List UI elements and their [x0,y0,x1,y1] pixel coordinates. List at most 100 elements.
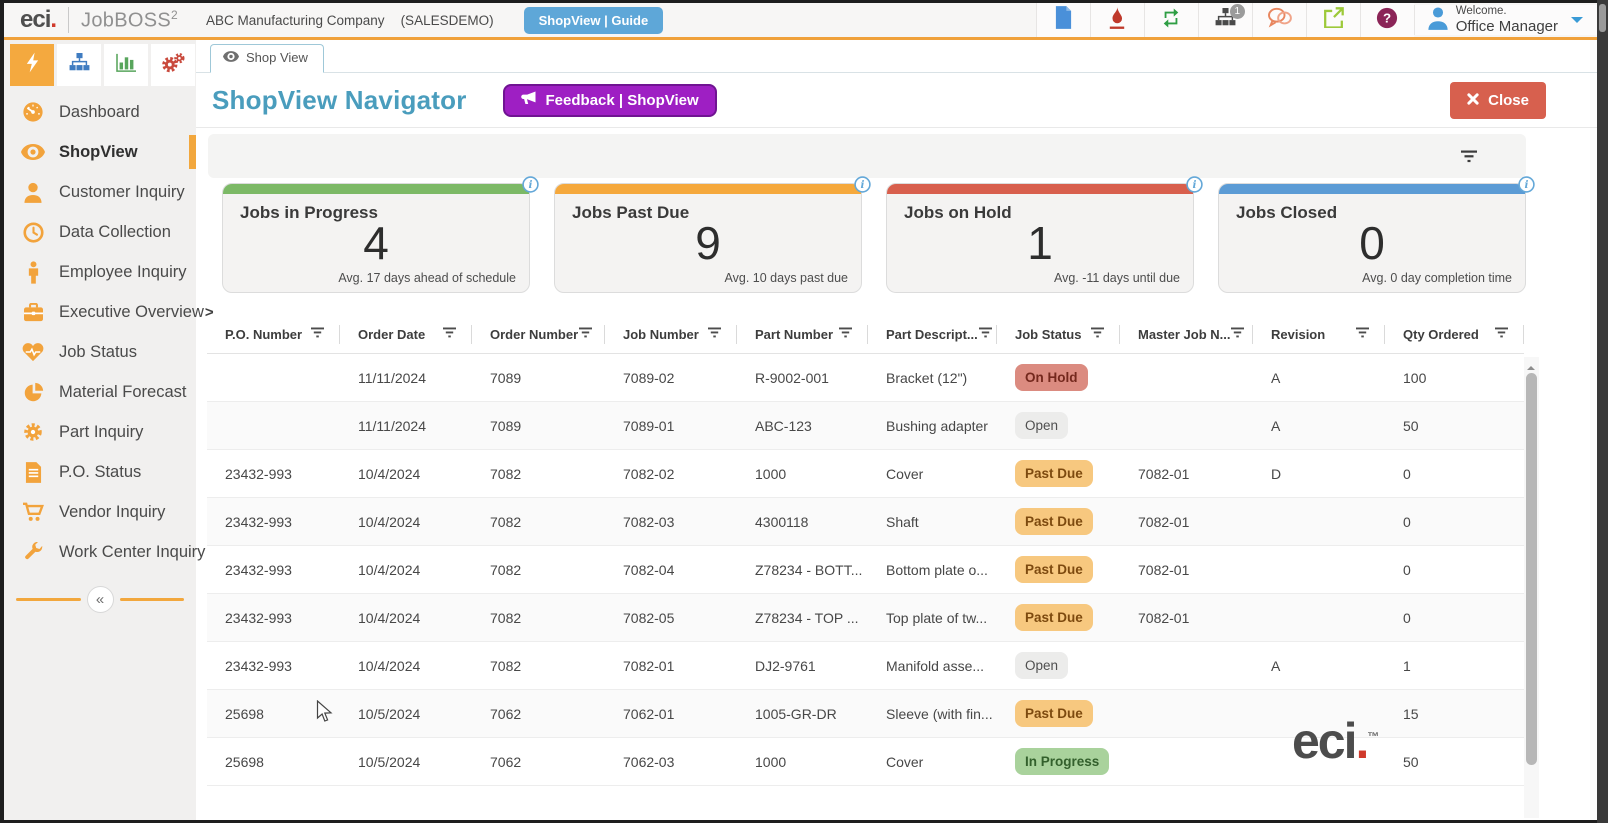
heart-pulse-icon [20,342,46,362]
topbar-button-chat[interactable] [1251,3,1306,37]
user-menu[interactable]: Welcome. Office Manager [1413,4,1597,36]
table-scrollbar-thumb[interactable] [1526,373,1537,765]
sidebar-item-material-forecast[interactable]: Material Forecast [4,372,196,412]
topbar-button-org-chart[interactable]: 1 [1197,3,1252,37]
sidebar-item-label: Data Collection [59,222,171,241]
table-row[interactable]: 25698 10/5/2024 7062 7062-01 1005-GR-DR Sleev… [207,690,1524,738]
table-row[interactable]: 23432-993 10/4/2024 7082 7082-03 4300118 Shaf… [207,498,1524,546]
cell-job-number: 7082-05 [623,609,675,626]
column-header-revision[interactable]: Revision [1253,316,1385,353]
cell-order-date: 10/5/2024 [358,753,421,770]
info-icon[interactable]: i [1518,176,1535,193]
tab-shop-view[interactable]: Shop View [210,44,324,73]
column-header-label: Order Date [358,327,426,342]
sidebar-tab-gears[interactable] [151,44,195,86]
sidebar-item-work-center-inquiry[interactable]: Work Center Inquiry [4,532,205,572]
cell-job-number: 7062-01 [623,705,675,722]
info-icon[interactable]: i [854,176,871,193]
table-row[interactable]: 23432-993 10/4/2024 7082 7082-05 Z78234 - TO… [207,594,1524,642]
sidebar-item-vendor-inquiry[interactable]: Vendor Inquiry [4,492,196,532]
window-frame-bottom [0,820,1608,823]
column-header-order-number[interactable]: Order Number [472,316,605,353]
cell-qty: 0 [1403,513,1411,530]
cell-part-number: Z78234 - BOTT... [755,561,863,578]
filter-icon[interactable] [1494,327,1509,342]
sidebar-item-job-status[interactable]: Job Status [4,332,196,372]
kpi-card-color-strip [223,184,529,194]
topbar-button-refresh[interactable] [1143,3,1198,37]
cell-part-number: 4300118 [755,513,809,530]
title-row: ShopView Navigator Feedback | ShopView C… [196,73,1597,127]
cell-status: Past Due [997,604,1120,631]
sidebar-item-label: Job Status [59,342,137,361]
topbar-button-external-link[interactable] [1305,3,1360,37]
user-name: Office Manager [1455,17,1558,35]
sidebar-tab-lightning[interactable] [10,44,54,86]
table-row[interactable]: 23432-993 10/4/2024 7082 7082-04 Z78234 - BO… [207,546,1524,594]
sidebar-item-part-inquiry[interactable]: Part Inquiry [4,412,196,452]
filter-icon[interactable] [838,327,853,342]
kpi-card-jobs-on-hold[interactable]: Jobs on Hold 1 Avg. -11 days until due i [886,176,1203,293]
column-header-master-job-n[interactable]: Master Job N... [1120,316,1253,353]
column-header-p-o-number[interactable]: P.O. Number [207,316,340,353]
close-button[interactable]: Close [1450,81,1546,119]
scroll-up-arrow-icon[interactable] [1527,362,1535,370]
sidebar-item-label: Vendor Inquiry [59,502,166,521]
header-divider [196,127,1597,128]
sidebar-item-dashboard[interactable]: Dashboard [4,92,196,132]
environment-label: (SALESDEMO) [400,12,494,28]
filter-icon[interactable] [578,327,593,342]
cell-job-number: 7089-01 [623,417,675,434]
sidebar-tab-org-chart[interactable] [57,44,101,86]
topbar-button-help[interactable]: ? [1359,3,1414,37]
info-icon[interactable]: i [1186,176,1203,193]
topbar-button-file[interactable] [1035,3,1090,37]
column-header-qty-ordered[interactable]: Qty Ordered [1385,316,1524,353]
cell-order-date: 10/4/2024 [358,465,421,482]
filter-icon[interactable] [442,327,457,342]
sidebar-item-customer-inquiry[interactable]: Customer Inquiry [4,172,196,212]
cell-part-number: 1000 [755,465,787,482]
kpi-card-jobs-closed[interactable]: Jobs Closed 0 Avg. 0 day completion time i [1218,176,1535,293]
cell-revision: A [1271,657,1281,674]
table-scrollbar[interactable] [1524,357,1539,818]
column-header-part-number[interactable]: Part Number [737,316,868,353]
table-row[interactable]: 23432-993 10/4/2024 7082 7082-01 DJ2-9761 Man… [207,642,1524,690]
feedback-button[interactable]: Feedback | ShopView [502,83,717,117]
table-row[interactable]: 23432-993 10/4/2024 7082 7082-02 1000 Cover Pa… [207,450,1524,498]
kpi-card-jobs-in-progress[interactable]: Jobs in Progress 4 Avg. 17 days ahead of s… [222,176,539,293]
table-row[interactable]: 25698 10/5/2024 7062 7062-03 1000 Cover In Pro… [207,738,1524,786]
filter-icon[interactable] [1460,149,1478,164]
sidebar-item-p-o-status[interactable]: P.O. Status [4,452,196,492]
filter-icon[interactable] [1230,327,1245,342]
filter-icon[interactable] [1090,327,1105,342]
sidebar-item-employee-inquiry[interactable]: Employee Inquiry [4,252,196,292]
sidebar-item-data-collection[interactable]: Data Collection [4,212,196,252]
info-icon[interactable]: i [522,176,539,193]
kpi-card-jobs-past-due[interactable]: Jobs Past Due 9 Avg. 10 days past due i [554,176,871,293]
topbar-button-flame[interactable] [1089,3,1144,37]
shopview-guide-button[interactable]: ShopView | Guide [523,6,664,34]
cell-job-number: 7082-02 [623,465,675,482]
browser-scrollbar-thumb[interactable] [1599,4,1606,32]
sidebar-collapse-button[interactable]: « [86,586,114,613]
cell-order-number: 7082 [490,465,522,482]
filter-icon[interactable] [978,327,993,342]
cell-master-job: 7082-01 [1138,465,1190,482]
table-row[interactable]: 11/11/2024 7089 7089-02 R-9002-001 Bracket (… [207,354,1524,402]
column-header-job-number[interactable]: Job Number [605,316,737,353]
table-row[interactable]: 11/11/2024 7089 7089-01 ABC-123 Bushing adap… [207,402,1524,450]
sidebar-item-executive-overview[interactable]: Executive Overview > [4,292,214,332]
browser-scrollbar[interactable] [1597,0,1608,823]
sidebar-tab-bar-chart[interactable] [104,44,148,86]
column-header-job-status[interactable]: Job Status [997,316,1120,353]
cell-part-number: Z78234 - TOP ... [755,609,859,626]
chat-icon [1267,7,1292,33]
column-header-part-descript[interactable]: Part Descript... [868,316,997,353]
kpi-card-color-strip [555,184,861,194]
filter-icon[interactable] [310,327,325,342]
filter-icon[interactable] [1355,327,1370,342]
column-header-order-date[interactable]: Order Date [340,316,472,353]
filter-icon[interactable] [707,327,722,342]
sidebar-item-shopview[interactable]: ShopView [4,132,196,172]
